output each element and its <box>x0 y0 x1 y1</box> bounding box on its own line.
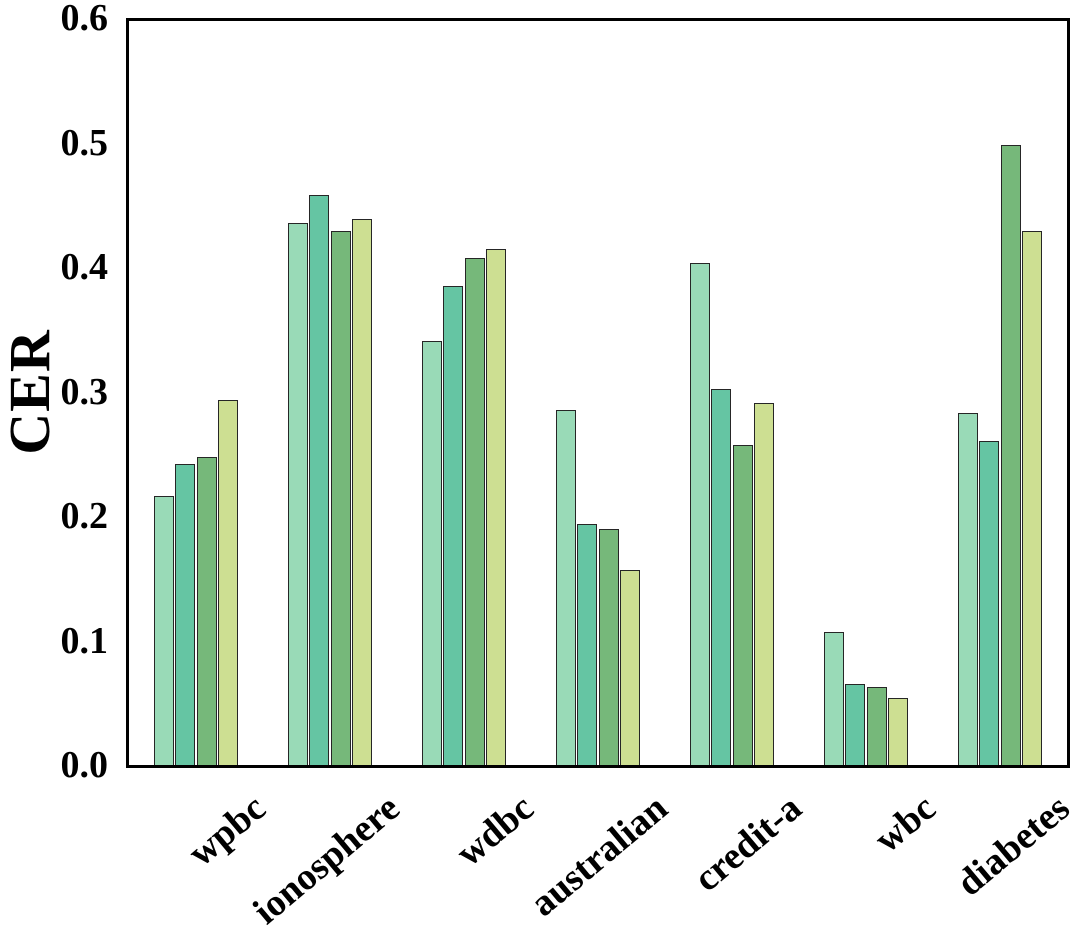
bar-australian-series-1 <box>555 410 576 765</box>
bar-wpbc-series-4 <box>218 400 238 765</box>
bar-wbc-series-1 <box>823 632 844 765</box>
bar-wdbc-series-2 <box>443 286 463 765</box>
bar-wbc-series-4 <box>888 698 908 765</box>
y-tick-label-0.6: 0.6 <box>60 0 109 39</box>
bar-wdbc-series-1 <box>421 341 442 765</box>
bar-diabetes-series-1 <box>957 413 978 765</box>
x-tick-label-wdbc: wdbc <box>448 786 542 875</box>
bar-australian-series-2 <box>577 524 597 765</box>
x-tick-label-australian: australian <box>522 786 676 925</box>
x-tick-label-ionosphere: ionosphere <box>245 786 408 933</box>
y-tick-label-0.1: 0.1 <box>60 619 109 662</box>
plot-area <box>126 18 1070 768</box>
x-tick-label-wbc: wbc <box>866 786 944 862</box>
bar-wbc-series-3 <box>866 687 887 765</box>
bar-credit-a-series-2 <box>711 389 731 765</box>
y-tick-label-0.5: 0.5 <box>60 121 109 164</box>
bar-wpbc-series-2 <box>175 464 195 765</box>
bar-credit-a-series-3 <box>732 445 753 765</box>
bar-wdbc-series-4 <box>486 249 506 765</box>
y-tick-label-0.4: 0.4 <box>60 246 109 288</box>
bar-diabetes-series-4 <box>1022 231 1042 765</box>
y-tick-label-0.0: 0.0 <box>60 744 109 786</box>
bar-australian-series-4 <box>620 570 640 765</box>
bar-australian-series-3 <box>598 529 619 765</box>
x-tick-label-wpbc: wpbc <box>180 786 274 875</box>
x-tick-label-credit-a: credit-a <box>686 786 810 900</box>
bar-ionosphere-series-4 <box>352 219 372 765</box>
bar-wdbc-series-3 <box>464 258 485 765</box>
bar-ionosphere-series-2 <box>309 195 329 765</box>
y-tick-label-0.3: 0.3 <box>60 370 109 413</box>
bar-diabetes-series-3 <box>1000 145 1021 765</box>
bar-wbc-series-2 <box>845 684 865 765</box>
bar-ionosphere-series-1 <box>287 223 308 765</box>
y-tick-label-0.2: 0.2 <box>60 495 109 537</box>
bar-diabetes-series-2 <box>979 441 999 765</box>
bar-credit-a-series-1 <box>689 263 710 765</box>
bar-wpbc-series-3 <box>196 457 217 765</box>
bar-credit-a-series-4 <box>754 403 774 765</box>
bar-wpbc-series-1 <box>153 496 174 765</box>
bar-ionosphere-series-3 <box>330 231 351 765</box>
x-tick-label-diabetes: diabetes <box>948 786 1078 905</box>
